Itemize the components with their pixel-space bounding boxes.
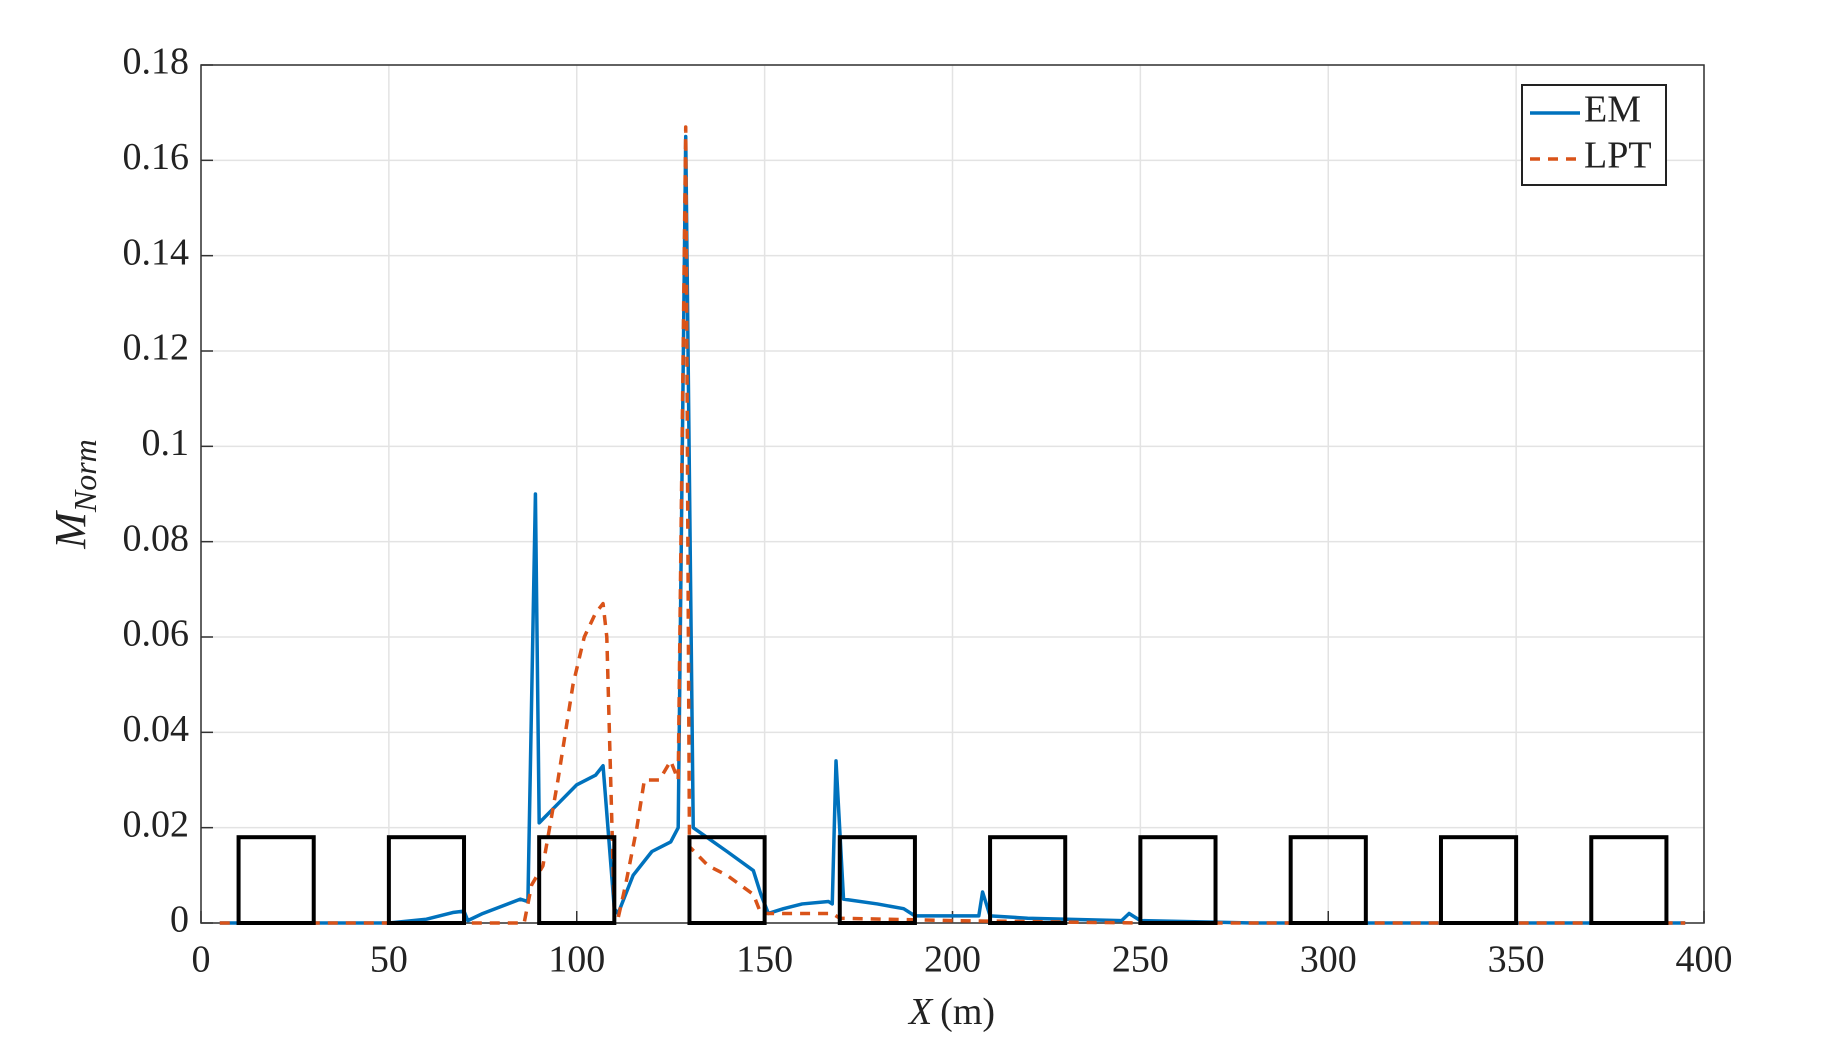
- y-tick-label: 0.08: [123, 517, 190, 559]
- x-label-var: X: [907, 991, 934, 1033]
- y-axis-label: MNorm: [46, 439, 103, 550]
- x-tick-label: 300: [1300, 939, 1357, 981]
- legend-label: EM: [1584, 89, 1641, 131]
- legend-box: [1521, 84, 1667, 186]
- x-tick-label: 0: [192, 939, 211, 981]
- x-tick-label: 50: [370, 939, 408, 981]
- y-tick-label: 0.1: [142, 422, 190, 464]
- y-tick-label: 0.14: [123, 231, 190, 273]
- x-tick-label: 150: [736, 939, 793, 981]
- y-tick-label: 0.04: [123, 708, 190, 750]
- y-tick-label: 0.18: [123, 41, 190, 83]
- x-axis-label: X (m): [907, 991, 995, 1033]
- obstacle: [1589, 835, 1669, 926]
- obstacle: [1138, 835, 1218, 926]
- legend-label: LPT: [1584, 135, 1652, 177]
- obstacle: [386, 835, 467, 926]
- y-label-sub: Norm: [67, 439, 103, 513]
- x-tick-label: 200: [924, 939, 981, 981]
- series-line: [219, 134, 1686, 925]
- obstacle: [236, 835, 316, 926]
- x-tick-label: 350: [1488, 939, 1545, 981]
- y-tick-label: 0.02: [123, 803, 190, 845]
- obstacle: [687, 835, 767, 926]
- obstacle: [537, 835, 617, 926]
- obstacle: [1438, 835, 1519, 926]
- obstacle: [837, 835, 917, 926]
- x-label-unit: (m): [940, 991, 995, 1033]
- series-line: [219, 125, 1686, 925]
- obstacle: [988, 835, 1068, 926]
- x-tick-label: 100: [548, 939, 605, 981]
- y-tick-label: 0.06: [123, 613, 190, 655]
- y-tick-label: 0.16: [123, 136, 190, 178]
- y-tick-label: 0: [170, 899, 189, 941]
- obstacle: [1288, 835, 1368, 926]
- x-tick-label: 400: [1676, 939, 1733, 981]
- y-tick-label: 0.12: [123, 327, 190, 369]
- plot-frame: [200, 64, 1705, 924]
- x-tick-label: 250: [1112, 939, 1169, 981]
- y-label-main: M: [46, 510, 95, 550]
